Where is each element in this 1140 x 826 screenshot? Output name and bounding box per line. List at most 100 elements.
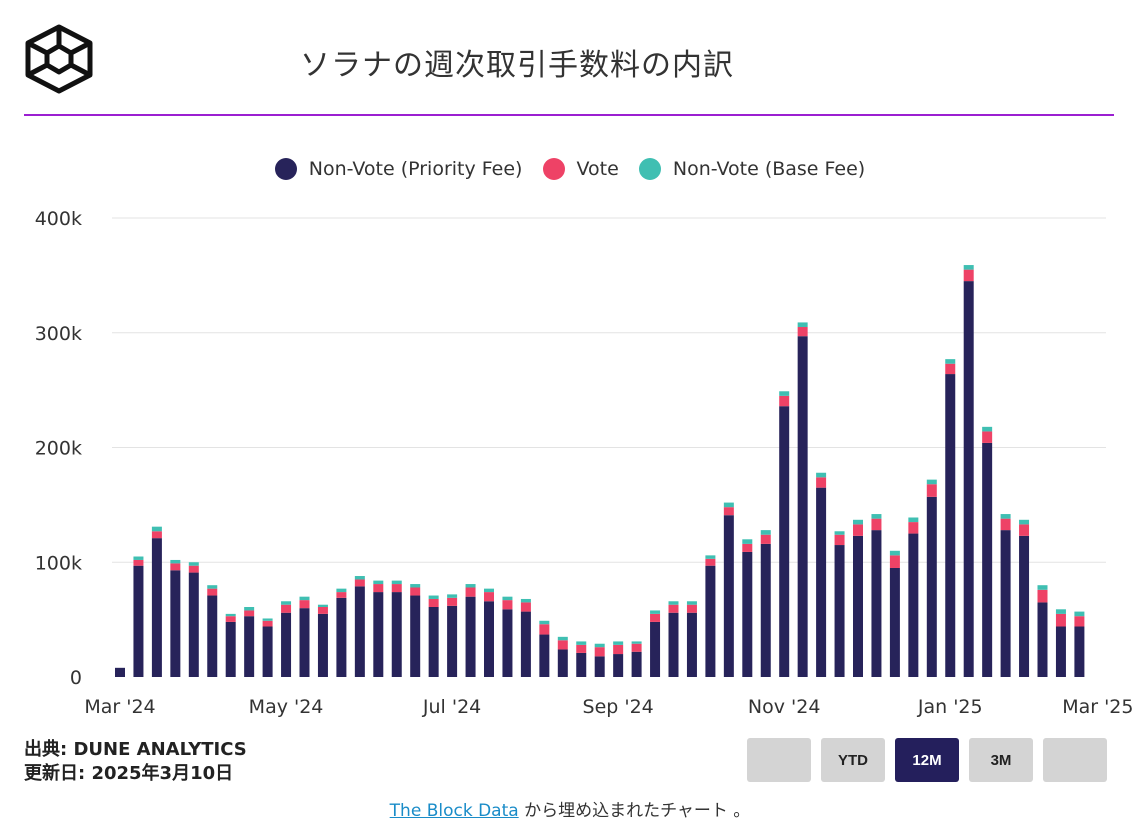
updated-date: 更新日: 2025年3月10日 — [24, 763, 234, 784]
bar-segment-priority-fee — [520, 611, 531, 677]
bar-segment-base-fee — [779, 391, 790, 396]
bar-segment-priority-fee — [834, 545, 845, 677]
bar-segment-base-fee — [373, 580, 384, 585]
bar-segment-vote — [926, 484, 937, 497]
bar-segment-base-fee — [963, 265, 974, 270]
bar-segment-base-fee — [151, 526, 162, 532]
bar-segment-vote — [391, 584, 402, 593]
bar-segment-priority-fee — [170, 570, 181, 677]
bar-segment-priority-fee — [336, 597, 347, 677]
bar-segment-base-fee — [723, 502, 734, 508]
legend-item-priority-fee[interactable]: Non-Vote (Priority Fee) — [274, 158, 523, 180]
bar-segment-priority-fee — [281, 612, 292, 677]
legend-label: Vote — [576, 158, 619, 180]
bar-segment-base-fee — [262, 618, 273, 621]
bar-segment-base-fee — [1019, 519, 1030, 525]
source-info: 出典: DUNE ANALYTICS 更新日: 2025年3月10日 — [24, 738, 247, 786]
bar-segment-base-fee — [484, 588, 494, 593]
legend-dot-icon — [274, 158, 297, 180]
bar-segment-priority-fee — [133, 565, 144, 677]
the-block-logo-icon — [24, 24, 94, 94]
the-block-data-link[interactable]: The Block Data — [389, 801, 519, 821]
bar-segment-priority-fee — [207, 595, 218, 677]
bar-segment-priority-fee — [853, 535, 863, 677]
x-tick-label: Mar '24 — [84, 696, 155, 718]
bar-segment-priority-fee — [484, 601, 494, 677]
range-button-blank-5[interactable] — [1043, 738, 1107, 782]
bar-segment-vote — [557, 640, 568, 650]
bar-segment-base-fee — [650, 610, 661, 614]
bar-segment-vote — [1055, 613, 1066, 627]
bar-segment-base-fee — [207, 585, 218, 589]
bar-segment-vote — [281, 604, 292, 613]
bar-segment-vote — [834, 534, 845, 546]
embed-credit: The Block Data から埋め込まれたチャート 。 — [0, 796, 1140, 821]
legend-label: Non-Vote (Base Fee) — [672, 158, 866, 180]
legend-dot-icon — [638, 158, 661, 180]
bar-segment-priority-fee — [373, 592, 384, 677]
bar-segment-priority-fee — [1019, 535, 1030, 677]
bar-segment-priority-fee — [244, 616, 255, 677]
bar-segment-priority-fee — [428, 607, 439, 677]
bar-segment-priority-fee — [557, 649, 568, 677]
range-button-ytd[interactable]: YTD — [821, 738, 885, 782]
bar-segment-priority-fee — [115, 667, 125, 677]
x-tick-label: May '24 — [249, 696, 324, 718]
bar-segment-priority-fee — [797, 336, 808, 677]
bar-segment-base-fee — [926, 479, 937, 485]
bar-segment-priority-fee — [262, 626, 273, 677]
bar-segment-priority-fee — [926, 496, 937, 677]
bar-segment-base-fee — [281, 601, 292, 605]
bar-segment-base-fee — [705, 555, 716, 559]
bar-segment-vote — [686, 604, 697, 613]
bar-segment-base-fee — [686, 601, 697, 605]
range-button-12m[interactable]: 12M — [895, 738, 959, 782]
bar-segment-vote — [650, 613, 661, 622]
range-button-3m[interactable]: 3M — [969, 738, 1033, 782]
bar-segment-vote — [262, 620, 273, 627]
bar-segment-vote — [410, 587, 421, 596]
bar-segment-base-fee — [539, 620, 550, 625]
chart-title: ソラナの週次取引手数料の内訳 — [300, 48, 734, 83]
bar-segment-base-fee — [853, 519, 863, 525]
bar-segment-vote — [1037, 589, 1048, 603]
bar-segment-vote — [742, 543, 753, 552]
bar-segment-base-fee — [502, 596, 513, 601]
x-tick-label: Nov '24 — [748, 696, 821, 718]
bar-segment-vote — [317, 607, 328, 614]
bar-segment-base-fee — [188, 562, 199, 566]
bar-segment-vote — [336, 592, 347, 598]
bar-segment-base-fee — [871, 514, 882, 519]
bar-segment-base-fee — [133, 556, 144, 560]
bar-segment-base-fee — [889, 550, 900, 556]
bar-segment-base-fee — [447, 594, 458, 598]
bar-segment-vote — [354, 579, 365, 587]
bar-segment-base-fee — [428, 595, 439, 599]
bar-segment-vote — [797, 327, 808, 337]
bar-segment-priority-fee — [816, 487, 827, 677]
embed-suffix: から埋め込まれたチャート 。 — [518, 801, 751, 821]
bar-segment-priority-fee — [502, 609, 513, 677]
legend-item-vote[interactable]: Vote — [542, 158, 619, 180]
bar-segment-vote — [428, 598, 439, 608]
bar-segment-base-fee — [797, 322, 808, 328]
bar-segment-base-fee — [613, 641, 624, 645]
bar-segment-vote — [853, 524, 863, 536]
bar-segment-vote — [871, 518, 882, 531]
bar-segment-base-fee — [299, 596, 310, 601]
bar-segment-vote — [1000, 518, 1011, 531]
bar-segment-priority-fee — [631, 651, 642, 677]
bar-segment-vote — [576, 644, 587, 653]
legend-item-base-fee[interactable]: Non-Vote (Base Fee) — [638, 158, 866, 180]
range-button-blank-1[interactable] — [747, 738, 811, 782]
legend-label: Non-Vote (Priority Fee) — [308, 158, 523, 180]
y-tick-label: 100k — [35, 552, 82, 574]
bar-segment-base-fee — [742, 539, 753, 544]
bar-segment-priority-fee — [650, 621, 661, 677]
bar-segment-base-fee — [170, 559, 181, 564]
bar-segment-vote — [668, 604, 679, 613]
bar-segment-vote — [539, 624, 550, 635]
chart-legend: Non-Vote (Priority Fee) Vote Non-Vote (B… — [0, 158, 1140, 185]
bar-segment-priority-fee — [225, 621, 236, 677]
bar-segment-base-fee — [908, 517, 919, 523]
